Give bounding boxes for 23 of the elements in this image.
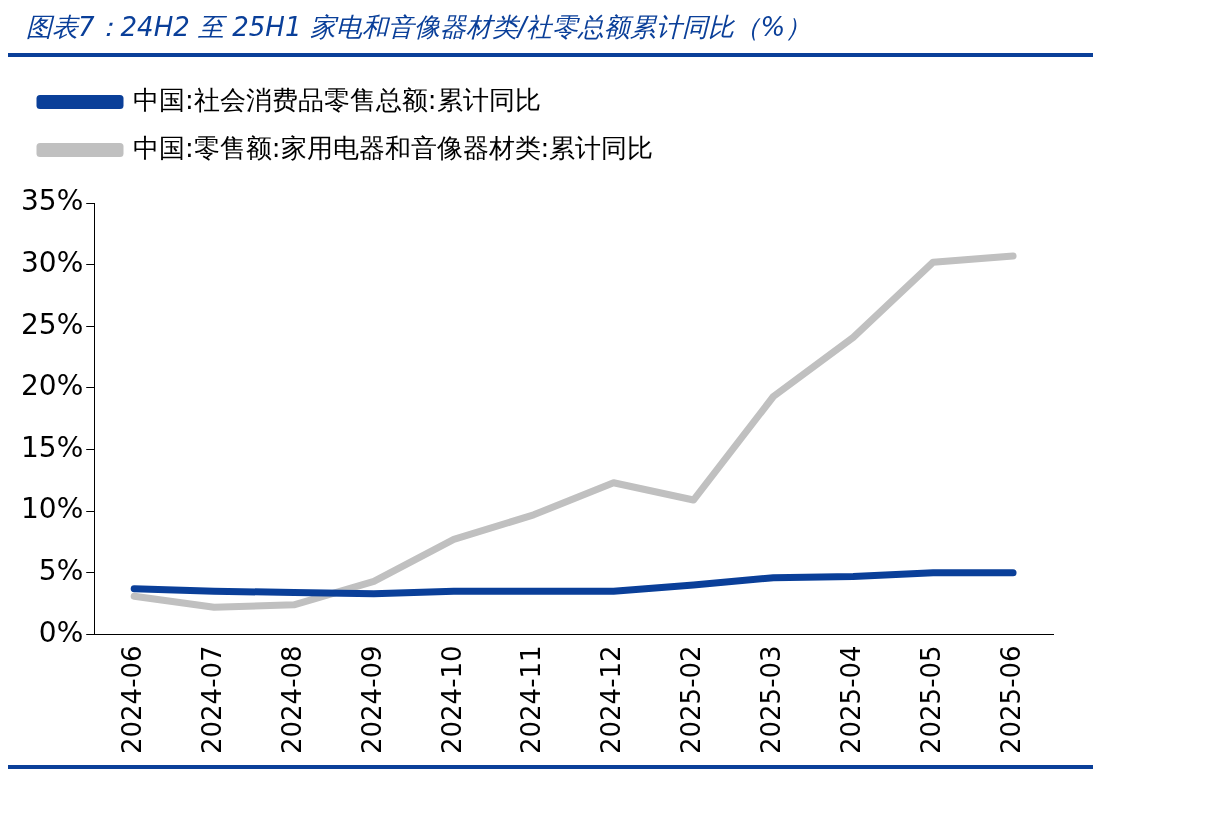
y-tick-label: 15% [21,430,84,464]
x-tick-label: 2025-03 [756,645,787,755]
x-tick-label: 2024-06 [116,645,147,755]
x-tick-label: 2025-05 [915,645,946,755]
y-tick-label: 25% [21,307,84,341]
y-tick-label: 30% [21,245,84,279]
legend-label: 中国:社会消费品零售总额:累计同比 [133,84,541,115]
chart-title: 图表7：24H2 至 25H1 家电和音像器材类/社零总额累计同比（%） [8,8,1093,57]
y-tick-label: 5% [38,554,84,588]
x-tick-label: 2025-04 [836,645,867,755]
x-tick-label: 2024-08 [276,645,307,755]
x-tick-label: 2024-09 [356,645,387,755]
x-tick-label: 2024-11 [516,645,547,755]
y-tick-label: 35% [21,184,84,218]
x-tick-label: 2025-02 [676,645,707,755]
x-tick-label: 2025-06 [995,645,1026,755]
x-tick-label: 2024-07 [196,645,227,755]
y-tick-label: 20% [21,369,84,403]
x-tick-label: 2024-10 [436,645,467,755]
x-tick-label: 2024-12 [596,645,627,755]
y-tick-label: 0% [38,615,84,649]
legend-label: 中国:零售额:家用电器和音像器材类:累计同比 [133,132,654,163]
y-tick-label: 10% [21,492,84,526]
